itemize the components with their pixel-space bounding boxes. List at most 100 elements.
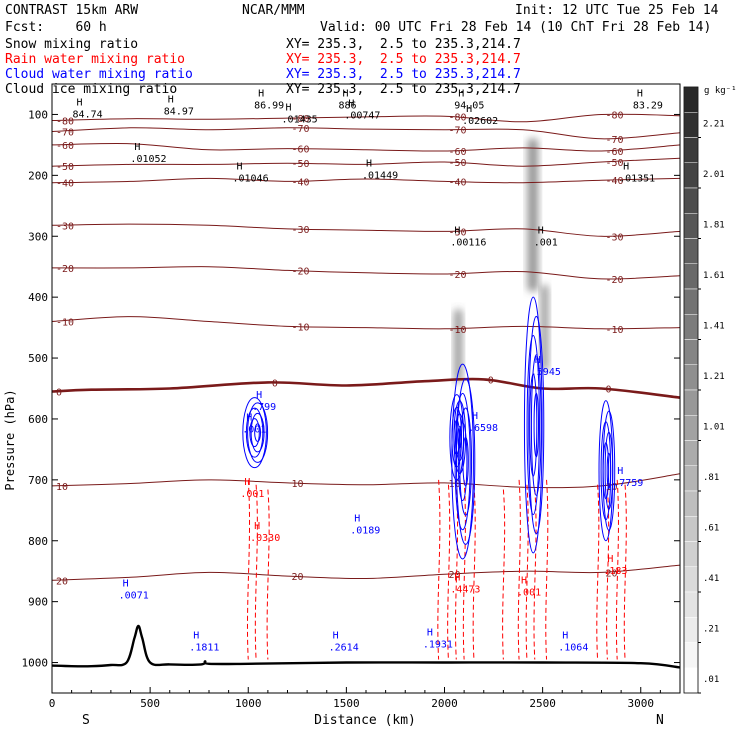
- isotherm--70: [52, 127, 680, 140]
- cloud-ice-label: .01435: [282, 114, 318, 125]
- isotherm-label: -80: [56, 117, 74, 128]
- colorbar-swatch: [683, 389, 699, 416]
- cloud-water-contours: [242, 296, 616, 560]
- isotherm-label: -20: [292, 266, 310, 277]
- snow-column-1: [524, 138, 541, 292]
- cloud-water-contour: [606, 452, 612, 489]
- isotherm-0: [52, 377, 680, 399]
- terrain: [52, 624, 680, 669]
- colorbar-swatch: [683, 112, 699, 138]
- isotherm-10: [52, 473, 680, 489]
- cloud-ice-high-marker: H: [366, 158, 372, 169]
- rain-label: .001: [517, 588, 541, 599]
- rain-contour: [615, 479, 619, 660]
- isotherm-20: [52, 564, 680, 581]
- colorbar-level: 1.81: [703, 220, 725, 230]
- y-tick-label: 900: [28, 596, 48, 609]
- colorbar-level: 1.21: [703, 372, 725, 382]
- isotherm-label: -80: [449, 112, 467, 123]
- isotherm--50: [52, 157, 680, 167]
- colorbar-swatch: [683, 591, 699, 618]
- cloud-water-label: .0071: [119, 591, 149, 602]
- colorbar-level: .21: [703, 624, 719, 634]
- rain-contour: [525, 484, 529, 660]
- rain-label: .183: [603, 566, 627, 577]
- colorbar-level: 2.21: [703, 119, 725, 129]
- isotherm-label: -50: [449, 158, 467, 169]
- isotherm-label: 0: [56, 388, 62, 399]
- cloud-water-contour: [529, 373, 538, 477]
- cloud-water-contour: [254, 423, 262, 442]
- isotherm-label: 20: [56, 576, 68, 587]
- field-cloud-water-xy: XY= 235.3, 2.5 to 235.3,214.7: [286, 67, 521, 82]
- field-cloud-ice-name: Cloud ice mixing ratio: [5, 82, 177, 97]
- colorbar: 2.21 2.01 1.81 1.61 1.41 1.21 1.01 .81 .61 .41 .21…: [683, 86, 725, 694]
- cloud-ice-high-marker: H: [77, 97, 83, 108]
- rain-contour: [533, 489, 537, 660]
- colorbar-swatch: [683, 288, 699, 315]
- cloud-water-high-marker: H: [562, 630, 568, 641]
- isotherm-label: -60: [292, 145, 310, 156]
- field-cloud-water-name: Cloud water mixing ratio: [5, 67, 193, 82]
- cloud-ice-label: 886: [338, 100, 356, 111]
- colorbar-swatch: [683, 642, 699, 668]
- terrain-line: [52, 624, 680, 669]
- isotherm-label: 20: [449, 570, 461, 581]
- cloud-water-contour: [451, 363, 474, 560]
- x-axis-label: Distance (km): [314, 713, 416, 728]
- cloud-ice-label: 83.29: [633, 100, 663, 111]
- isotherm--80: [52, 113, 680, 123]
- y-tick-label: 400: [28, 291, 48, 304]
- isotherm-label: 10: [606, 482, 618, 493]
- field-rain-name: Rain water mixing ratio: [5, 52, 185, 67]
- cloud-water-label: .2614: [329, 642, 359, 653]
- field-rain-xy: XY= 235.3, 2.5 to 235.3,214.7: [286, 52, 521, 67]
- rain-high-marker: H: [521, 576, 527, 587]
- cloud-ice-high-marker: H: [538, 225, 544, 236]
- cloud-water-contour: [533, 392, 539, 458]
- colorbar-level: .81: [703, 473, 719, 483]
- model-title: CONTRAST 15km ARW: [5, 3, 138, 18]
- cloud-water-contour: [249, 418, 260, 448]
- rain-contour: [447, 484, 451, 660]
- cloud-water-contour: [455, 413, 465, 462]
- cloud-ice-high-marker: H: [236, 161, 242, 172]
- init-time: Init: 12 UTC Tue 25 Feb 14: [515, 3, 719, 18]
- isotherm-label: -10: [606, 325, 624, 336]
- isotherm-label: -50: [292, 159, 310, 170]
- rain-high-marker: H: [454, 573, 460, 584]
- colorbar-level: 1.61: [703, 271, 725, 281]
- rain-contour: [545, 479, 549, 660]
- isotherm-label: -70: [449, 126, 467, 137]
- colorbar-swatch: [683, 364, 699, 391]
- colorbar-level: 2.01: [703, 170, 725, 180]
- isotherm-label: -40: [292, 177, 310, 188]
- field-cloud-ice-xy: XY= 235.3, 2.5 to 235.3,214.7: [286, 82, 521, 97]
- cloud-ice-high-marker: H: [623, 161, 629, 172]
- isotherm-label: -80: [606, 110, 624, 121]
- cloud-water-contour: [247, 402, 269, 463]
- colorbar-swatch: [683, 86, 699, 113]
- cloud-water-contour: [523, 296, 543, 554]
- rain-contour: [437, 479, 441, 660]
- isotherm-label: -50: [606, 158, 624, 169]
- org-label: NCAR/MMM: [242, 3, 305, 18]
- isotherm-label: -20: [606, 275, 624, 286]
- south-label: S: [82, 713, 90, 728]
- cloud-water-label: .1931: [423, 639, 453, 650]
- cloud-water-contour: [604, 431, 614, 510]
- forecast-hour: Fcst: 60 h: [5, 20, 107, 35]
- colorbar-swatch: [683, 617, 699, 643]
- cloud-water-contour: [600, 421, 612, 521]
- y-tick-label: 700: [28, 474, 48, 487]
- field-snow-name: Snow mixing ratio: [5, 37, 138, 52]
- colorbar-swatch: [683, 314, 699, 340]
- rain-contour: [623, 484, 627, 660]
- x-tick-label: 2500: [529, 697, 556, 710]
- cloud-ice-high-marker: H: [466, 104, 472, 115]
- colorbar-swatch: [683, 238, 699, 264]
- colorbar-swatch: [683, 137, 699, 163]
- isotherm--30: [52, 223, 680, 237]
- isotherm-label: 10: [56, 482, 68, 493]
- colorbar-level: .61: [703, 523, 719, 533]
